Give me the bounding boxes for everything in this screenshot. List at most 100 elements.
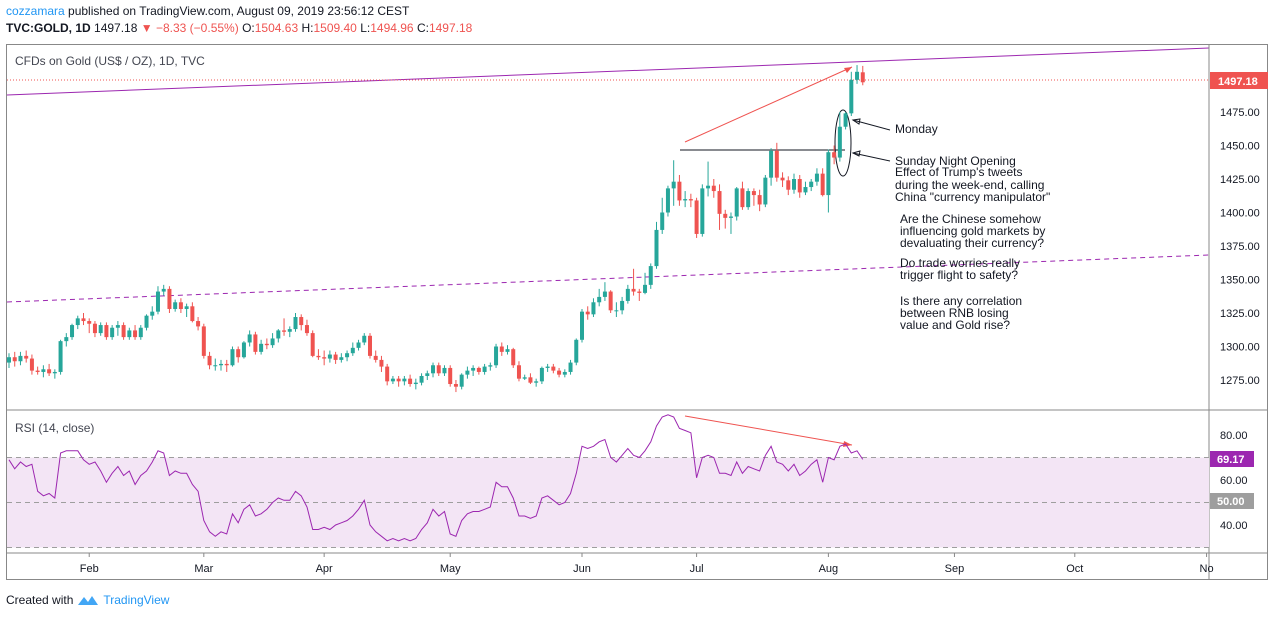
candle[interactable]: [98, 322, 103, 336]
candle[interactable]: [144, 314, 149, 331]
candle[interactable]: [104, 322, 109, 340]
candle[interactable]: [316, 349, 321, 360]
candle[interactable]: [688, 193, 693, 208]
candle[interactable]: [213, 358, 218, 371]
candle[interactable]: [253, 331, 258, 355]
candle[interactable]: [602, 282, 607, 301]
highlight-ellipse[interactable]: [834, 109, 852, 177]
candle[interactable]: [138, 325, 143, 340]
annotation-q3-1[interactable]: Is there any correlation: [900, 294, 1022, 308]
candle[interactable]: [87, 318, 92, 334]
candle[interactable]: [820, 168, 825, 197]
candle[interactable]: [786, 176, 791, 196]
rsi-divergence-arrow[interactable]: [684, 415, 853, 446]
candle[interactable]: [419, 373, 424, 386]
candle[interactable]: [459, 373, 464, 390]
candle[interactable]: [539, 366, 544, 385]
candle[interactable]: [746, 188, 751, 210]
candle[interactable]: [356, 339, 361, 351]
candle[interactable]: [860, 65, 865, 86]
candle[interactable]: [150, 306, 155, 320]
candle[interactable]: [327, 350, 332, 363]
candle[interactable]: [814, 168, 819, 186]
candle[interactable]: [396, 375, 401, 387]
annotation-q1-1[interactable]: Are the Chinese somehow: [900, 212, 1041, 226]
candle[interactable]: [562, 369, 567, 378]
candle[interactable]: [780, 172, 785, 188]
candle[interactable]: [350, 342, 355, 356]
candle[interactable]: [706, 161, 711, 197]
candle[interactable]: [201, 323, 206, 359]
candle[interactable]: [92, 321, 97, 338]
candle[interactable]: [488, 362, 493, 371]
candle[interactable]: [230, 346, 235, 367]
candle[interactable]: [608, 290, 613, 313]
candle[interactable]: [648, 263, 653, 289]
candle[interactable]: [264, 338, 269, 350]
candle[interactable]: [58, 339, 63, 375]
rsi-line[interactable]: [8, 414, 864, 542]
candle[interactable]: [224, 359, 229, 372]
candle[interactable]: [683, 191, 688, 208]
candle[interactable]: [792, 173, 797, 194]
candle[interactable]: [763, 174, 768, 208]
candle[interactable]: [121, 322, 126, 340]
candle[interactable]: [81, 313, 86, 326]
candle[interactable]: [597, 288, 602, 307]
annotation-monday[interactable]: Monday: [895, 122, 938, 136]
candle[interactable]: [167, 286, 172, 313]
candle[interactable]: [12, 351, 17, 367]
candle[interactable]: [431, 362, 436, 378]
candle[interactable]: [803, 181, 808, 196]
annotation-q3-2[interactable]: between RNB losing: [900, 306, 1009, 320]
sunday-arrow[interactable]: [852, 152, 891, 162]
candle[interactable]: [64, 333, 69, 347]
candle[interactable]: [832, 145, 837, 165]
candle[interactable]: [259, 339, 264, 355]
candle[interactable]: [408, 374, 413, 387]
candle[interactable]: [809, 179, 814, 192]
candle[interactable]: [476, 366, 481, 375]
candle[interactable]: [711, 179, 716, 198]
candle[interactable]: [385, 363, 390, 386]
candle[interactable]: [494, 343, 499, 368]
candle[interactable]: [826, 149, 831, 213]
candle[interactable]: [471, 365, 476, 376]
candle[interactable]: [413, 378, 418, 390]
candle[interactable]: [173, 299, 178, 312]
candle[interactable]: [287, 326, 292, 338]
candle[interactable]: [373, 350, 378, 363]
candle[interactable]: [551, 363, 556, 374]
candle[interactable]: [184, 303, 189, 318]
candle[interactable]: [797, 174, 802, 198]
candle[interactable]: [282, 318, 287, 336]
candle[interactable]: [436, 362, 441, 376]
candle[interactable]: [849, 71, 854, 117]
candle[interactable]: [115, 321, 120, 336]
candle[interactable]: [448, 365, 453, 387]
candle[interactable]: [585, 306, 590, 320]
candle[interactable]: [660, 197, 665, 234]
candle[interactable]: [24, 350, 29, 363]
candle[interactable]: [728, 212, 733, 234]
candle[interactable]: [236, 346, 241, 363]
candle[interactable]: [425, 370, 430, 380]
candle[interactable]: [625, 284, 630, 304]
candle[interactable]: [178, 298, 183, 313]
price-divergence-arrow[interactable]: [684, 66, 853, 143]
price-legend[interactable]: CFDs on Gold (US$ / OZ), 1D, TVC: [15, 54, 205, 68]
lower-trendline[interactable]: [6, 254, 1210, 303]
candle[interactable]: [637, 288, 642, 301]
candle[interactable]: [133, 325, 138, 340]
candle[interactable]: [769, 148, 774, 186]
candle[interactable]: [734, 187, 739, 221]
candle[interactable]: [47, 363, 52, 376]
candle[interactable]: [665, 185, 670, 217]
candle[interactable]: [270, 333, 275, 348]
candle[interactable]: [723, 209, 728, 229]
candle[interactable]: [740, 181, 745, 210]
candle[interactable]: [310, 330, 315, 358]
candle[interactable]: [70, 323, 75, 340]
annotation-q1-3[interactable]: devaluating their currency?: [900, 236, 1044, 250]
candle[interactable]: [453, 380, 458, 393]
